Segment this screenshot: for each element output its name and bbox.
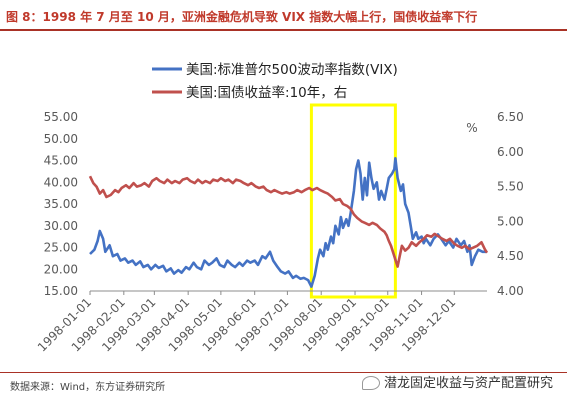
y-right-tick-label: 5.50 bbox=[497, 180, 524, 194]
y-left-tick-label: 55.00 bbox=[44, 110, 78, 124]
y-right-tick-label: 4.00 bbox=[497, 284, 524, 298]
y-right-tick-label: 6.00 bbox=[497, 145, 524, 159]
y-left-tick-label: 45.00 bbox=[44, 154, 78, 168]
y-left-tick-label: 40.00 bbox=[44, 175, 78, 189]
legend-label-vix: 美国:标准普尔500波动率指数(VIX) bbox=[186, 61, 398, 78]
y-left-tick-label: 15.00 bbox=[44, 284, 78, 298]
highlight-box bbox=[309, 103, 397, 299]
y-right-tick-label: 4.50 bbox=[497, 249, 524, 263]
y-right-tick-label: 6.50 bbox=[497, 110, 524, 124]
y-right-unit-label: % bbox=[466, 121, 477, 135]
brand-watermark: 潜龙固定收益与资产配置研究 bbox=[361, 372, 553, 391]
legend-label-yield: 美国:国债收益率:10年，右 bbox=[186, 84, 347, 101]
source-note: 数据来源：Wind，东方证券研究所 bbox=[10, 382, 166, 393]
chart-canvas: 15.00 20.00 25.00 30.00 35.00 40.00 45.00 50.00… bbox=[35, 61, 524, 354]
y-left-tick-label: 30.00 bbox=[44, 219, 78, 233]
wechat-icon bbox=[361, 375, 380, 390]
title-divider bbox=[0, 29, 567, 31]
y-left-tick-label: 25.00 bbox=[44, 241, 78, 255]
footer-divider bbox=[0, 372, 567, 373]
figure-title: 图 8：1998 年 7 月至 10 月，亚洲金融危机导致 VIX 指数大幅上行… bbox=[6, 10, 478, 24]
y-left-tick-label: 50.00 bbox=[44, 132, 78, 146]
brand-label: 潜龙固定收益与资产配置研究 bbox=[383, 376, 553, 391]
yield-series-line bbox=[88, 175, 489, 268]
vix-series-line bbox=[89, 157, 487, 288]
y-left-tick-label: 35.00 bbox=[44, 197, 78, 211]
y-right-tick-label: 5.00 bbox=[497, 214, 524, 228]
y-left-tick-label: 20.00 bbox=[44, 262, 78, 276]
